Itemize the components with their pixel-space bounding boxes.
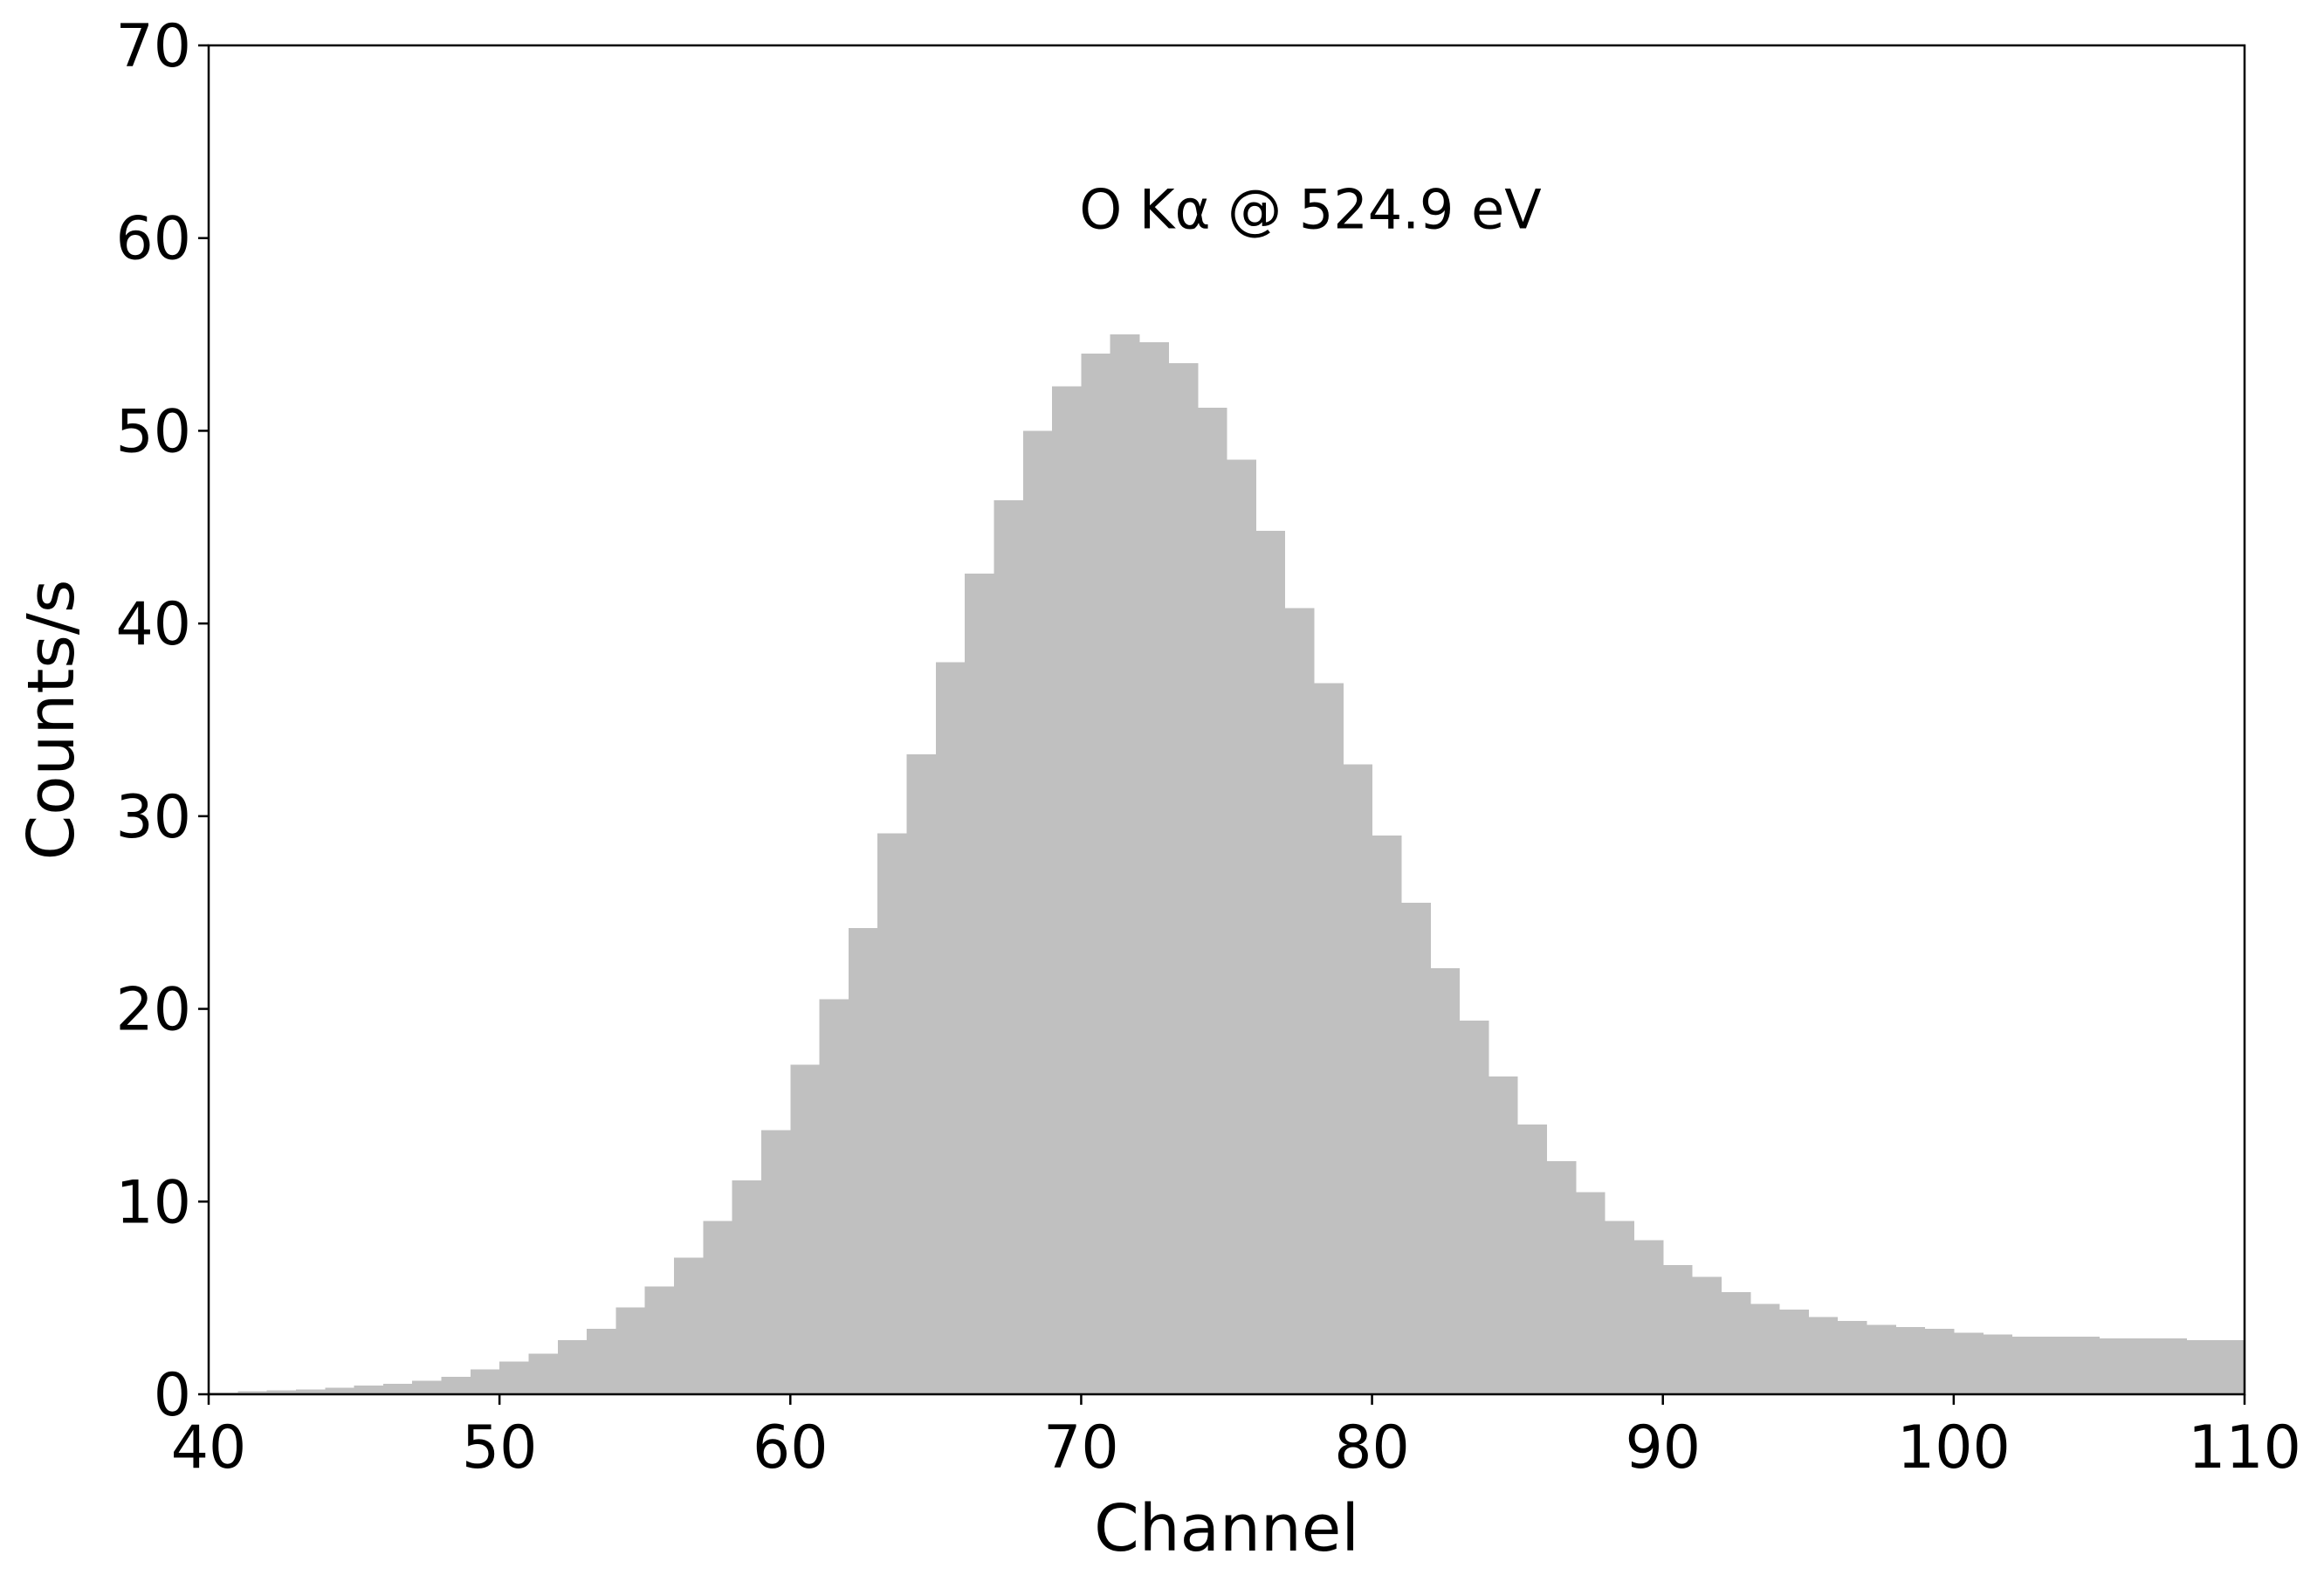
histogram-bar — [1400, 903, 1431, 1394]
histogram-bar — [2011, 1336, 2042, 1394]
histogram-bar — [994, 499, 1024, 1394]
histogram-bar — [615, 1307, 646, 1394]
plot-frame — [207, 44, 2246, 1396]
histogram-bar — [760, 1130, 791, 1394]
histogram-bar — [1081, 354, 1111, 1395]
histogram-bar — [965, 573, 995, 1394]
histogram-bar — [1022, 430, 1053, 1394]
histogram-bar — [1895, 1326, 1926, 1394]
y-tick-label: 10 — [115, 1168, 191, 1237]
y-tick-label: 0 — [154, 1361, 191, 1430]
histogram-bar — [906, 754, 937, 1394]
histogram-bar — [470, 1369, 500, 1394]
histogram-bar — [557, 1340, 588, 1394]
histogram-bar — [1139, 341, 1169, 1394]
x-axis-ticks: 40 50 60 70 80 90 100 110 — [171, 1394, 2301, 1482]
histogram-bar — [1692, 1276, 1722, 1394]
histogram-bar — [644, 1286, 675, 1394]
histogram-bar — [790, 1064, 821, 1394]
histogram-bar — [2157, 1338, 2187, 1394]
y-tick-label: 70 — [115, 12, 191, 81]
histogram-bar — [703, 1221, 733, 1394]
histogram-bar — [1953, 1332, 1984, 1394]
histogram-bar — [674, 1257, 704, 1394]
histogram-bar — [1168, 363, 1199, 1394]
x-tick-label: 90 — [1625, 1413, 1701, 1482]
histogram-bar — [412, 1380, 443, 1394]
histogram-bar — [2070, 1336, 2101, 1394]
histogram-bar — [2215, 1340, 2245, 1394]
histogram-bar — [2186, 1340, 2217, 1394]
y-tick-label: 30 — [115, 783, 191, 852]
peak-annotation: O Kα @ 524.9 eV — [1079, 178, 1541, 242]
histogram-bar — [2040, 1336, 2071, 1394]
y-tick-label: 40 — [115, 590, 191, 659]
histogram-bar — [1866, 1324, 1896, 1394]
histogram-bar — [237, 1391, 268, 1394]
histogram-bars — [209, 334, 2245, 1395]
histogram-bar — [325, 1387, 355, 1394]
histogram-bar — [877, 833, 908, 1394]
x-tick-label: 70 — [1043, 1413, 1119, 1482]
y-tick-label: 60 — [115, 205, 191, 274]
histogram-bar — [935, 662, 966, 1394]
histogram-bar — [1052, 386, 1083, 1394]
histogram-bar — [587, 1328, 616, 1394]
histogram-bar — [1430, 968, 1461, 1394]
histogram-bar — [441, 1377, 471, 1394]
x-tick-label: 100 — [1897, 1413, 2011, 1482]
histogram-bar — [2128, 1338, 2158, 1394]
histogram-bar — [528, 1353, 559, 1394]
histogram-bar — [732, 1180, 762, 1394]
x-tick-label: 50 — [462, 1413, 538, 1482]
histogram-bar — [1808, 1317, 1839, 1394]
histogram-bar — [1372, 835, 1402, 1394]
histogram-bar — [1721, 1292, 1751, 1394]
histogram-bar — [1983, 1334, 2013, 1394]
x-tick-label: 80 — [1334, 1413, 1410, 1482]
histogram-bar — [1605, 1221, 1634, 1394]
histogram-bar — [819, 999, 849, 1394]
y-tick-label: 20 — [115, 976, 191, 1045]
histogram-bar — [499, 1361, 530, 1394]
y-axis-label: Counts/s — [14, 580, 89, 861]
y-axis-ticks: 0 10 20 30 40 50 60 70 — [115, 12, 209, 1430]
x-tick-label: 40 — [171, 1413, 247, 1482]
x-tick-label: 110 — [2188, 1413, 2301, 1482]
histogram-bar — [2099, 1338, 2129, 1394]
histogram-bar — [382, 1383, 413, 1394]
histogram-bar — [1255, 531, 1286, 1394]
x-tick-label: 60 — [753, 1413, 829, 1482]
histogram-bar — [1313, 683, 1344, 1394]
histogram-bar — [1517, 1125, 1548, 1394]
histogram-bar — [1662, 1265, 1693, 1394]
histogram-bar — [354, 1386, 384, 1394]
histogram-bar — [1343, 764, 1373, 1394]
histogram-bar — [1459, 1020, 1489, 1394]
histogram-bar — [266, 1390, 297, 1394]
x-axis-label: Channel — [1094, 1491, 1359, 1566]
histogram-bar — [1633, 1240, 1664, 1394]
histogram-bar — [1750, 1303, 1780, 1394]
histogram-bar — [1837, 1321, 1867, 1394]
histogram-bar — [1110, 334, 1140, 1395]
histogram-bar — [295, 1389, 326, 1394]
histogram-bar — [1575, 1192, 1605, 1394]
y-tick-label: 50 — [115, 397, 191, 466]
histogram-bar — [1488, 1076, 1518, 1394]
histogram-bar — [1227, 459, 1256, 1395]
histogram-bar — [1778, 1309, 1809, 1394]
histogram-bar — [1546, 1160, 1577, 1394]
histogram-bar — [1197, 407, 1227, 1394]
histogram-bar — [848, 927, 878, 1394]
histogram-bar — [1924, 1328, 1955, 1394]
histogram-bar — [1284, 608, 1315, 1394]
